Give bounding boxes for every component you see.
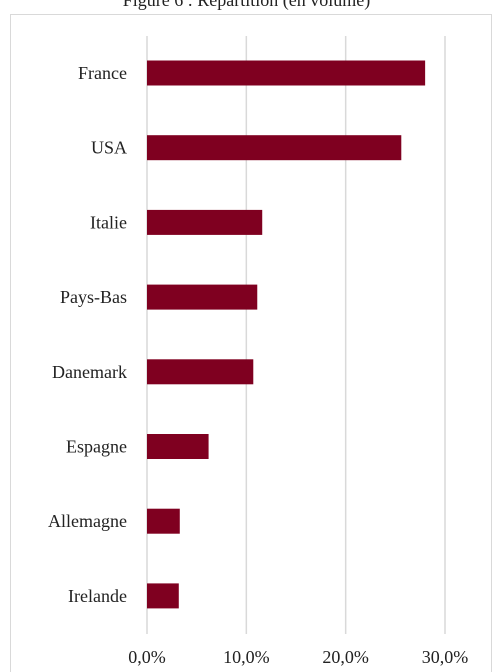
category-label-france: France: [78, 63, 127, 83]
x-tick-label-3: 30,0%: [422, 647, 469, 667]
category-label-irelande: Irelande: [68, 586, 127, 606]
x-axis-tick-labels: 0,0% 10,0% 20,0% 30,0%: [128, 647, 468, 667]
gridlines: [146, 36, 446, 634]
x-tick-label-0: 0,0%: [128, 647, 166, 667]
bar-allemagne: [147, 508, 180, 534]
category-label-espagne: Espagne: [66, 437, 127, 457]
bar-danemark: [147, 359, 254, 385]
bar-france: [147, 60, 426, 86]
bar-pays-bas: [147, 284, 258, 310]
x-tick-label-1: 10,0%: [223, 647, 270, 667]
category-label-allemagne: Allemagne: [48, 511, 127, 531]
category-label-usa: USA: [91, 138, 127, 158]
x-tick-label-2: 20,0%: [322, 647, 369, 667]
bar-italie: [147, 209, 263, 235]
bar-usa: [147, 135, 402, 161]
category-label-italie: Italie: [90, 212, 127, 232]
category-label-danemark: Danemark: [52, 362, 127, 382]
bar-irelande: [147, 583, 179, 609]
chart-header-text: Figure 6 : Répartition (en volume): [0, 0, 493, 14]
bar-espagne: [147, 434, 209, 459]
category-labels: France USA Italie Pays-Bas Danemark Espagne Al…: [48, 63, 127, 606]
chart-header-label: Figure 6 : Répartition (en volume): [122, 0, 371, 10]
bars: [147, 60, 426, 609]
chart-frame: [10, 14, 492, 672]
category-label-pays-bas: Pays-Bas: [60, 287, 127, 307]
